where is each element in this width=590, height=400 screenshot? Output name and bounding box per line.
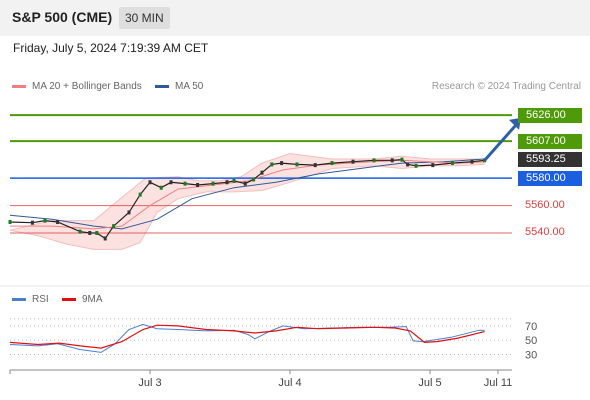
price-candle (252, 177, 256, 182)
price-candle (390, 158, 394, 163)
price-candle (88, 230, 92, 235)
bollinger-band-fill (10, 153, 485, 250)
legend-9ma-label: 9MA (82, 294, 103, 305)
price-candle (95, 230, 99, 235)
price-candle (112, 224, 116, 229)
rsi-tick-label-1: 50 (525, 335, 537, 347)
price-candle (30, 220, 34, 225)
credit-text: Research © 2024 Trading Central (431, 81, 581, 92)
legend-ma50-label: MA 50 (175, 81, 204, 92)
price-candle (406, 162, 410, 167)
x-tick-label-3: Jul 11 (484, 377, 513, 389)
legend-ma50-swatch (155, 84, 169, 88)
price-candle (103, 236, 107, 241)
price-candle (56, 220, 60, 225)
legend-rsi-label: RSI (32, 294, 49, 305)
price-candle (78, 229, 82, 234)
rsi-9ma-line (9, 324, 485, 349)
legend-9ma-swatch (62, 297, 76, 301)
legend-ma50: MA 50 (155, 81, 203, 92)
price-candle (138, 192, 142, 197)
x-tick-label-1: Jul 4 (278, 377, 301, 389)
price-candle (243, 181, 247, 186)
price-candle (8, 220, 12, 225)
price-candle (270, 162, 274, 167)
price-candle (260, 170, 264, 175)
price-candle (196, 183, 200, 187)
legend-rsi-swatch (12, 297, 26, 301)
price-candle (159, 185, 163, 190)
forecast-arrow-shaft (483, 122, 519, 162)
rsi-line (9, 323, 485, 353)
price-candle (232, 178, 236, 183)
price-candle (414, 163, 418, 168)
price-candle (169, 180, 173, 185)
price-candle (330, 161, 334, 166)
price-candle (148, 180, 152, 185)
legend-ma20: MA 20 + Bollinger Bands (12, 81, 142, 92)
level-label-3: 5560.00 (525, 198, 565, 211)
level-label-4: 5540.00 (525, 225, 565, 238)
level-label-1: 5607.00 (518, 133, 582, 149)
rsi-tick-label-0: 30 (525, 350, 537, 362)
price-candle (450, 161, 454, 166)
price-candle (295, 162, 299, 167)
legend-ma20-label: MA 20 + Bollinger Bands (32, 81, 142, 92)
price-candle (211, 181, 215, 186)
level-label-0: 5626.00 (518, 107, 582, 123)
price-candle (431, 163, 435, 168)
price-candle (280, 161, 284, 166)
chart-datetime: Friday, July 5, 2024 7:19:39 AM CET (13, 41, 209, 55)
chart-title: S&P 500 (CME) (12, 9, 113, 25)
price-candle (183, 181, 187, 186)
price-candle (372, 158, 376, 163)
ma20-line (10, 159, 485, 230)
rsi-tick-label-2: 70 (525, 321, 537, 333)
x-tick-label-0: Jul 3 (138, 377, 161, 389)
price-candle (351, 159, 355, 164)
legend-rsi: RSI (12, 294, 49, 305)
price-candle (400, 157, 404, 162)
header-bar: S&P 500 (CME) 30 MIN (0, 0, 590, 36)
x-tick-label-2: Jul 5 (418, 377, 441, 389)
price-candle (313, 163, 317, 168)
bollinger-lower-line (9, 163, 485, 250)
timeframe-button[interactable]: 30 MIN (119, 7, 170, 29)
legend-ma20-swatch (12, 84, 26, 88)
legend-9ma: 9MA (62, 294, 103, 305)
price-candle (225, 180, 229, 185)
ma50-line (9, 158, 485, 230)
last-price-label: 5593.25 (518, 152, 582, 168)
price-candle (470, 159, 474, 164)
price-candle (43, 218, 47, 223)
price-candle (127, 210, 131, 215)
level-label-2: 5580.00 (518, 170, 582, 186)
